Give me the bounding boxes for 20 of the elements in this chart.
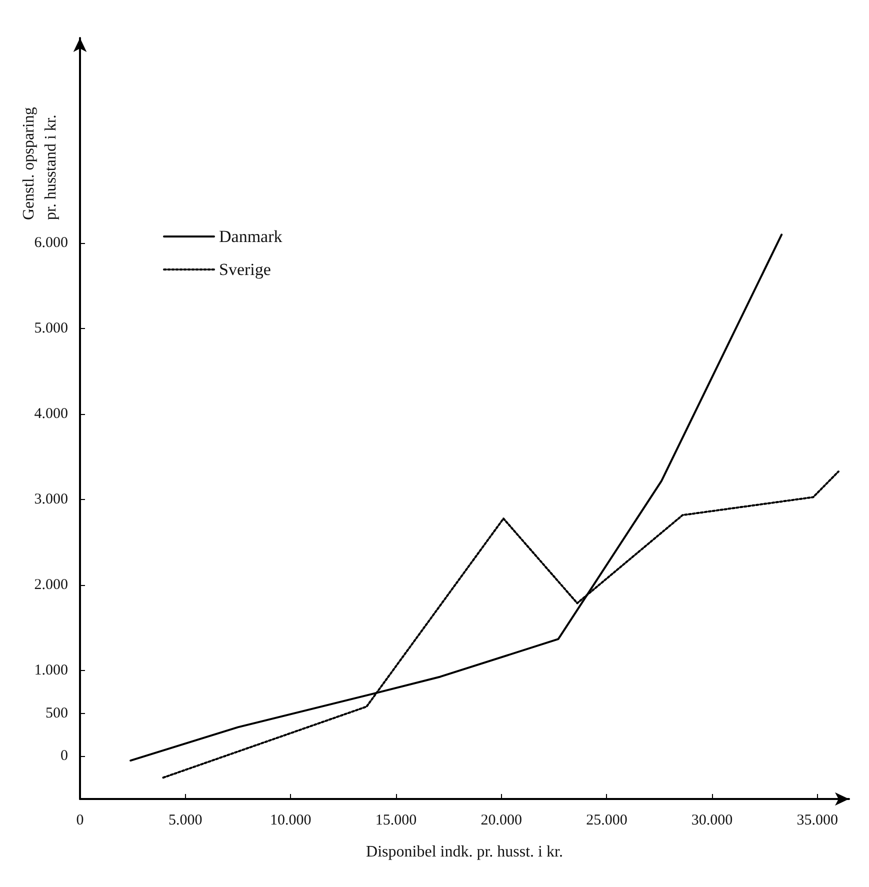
x-axis-title: Disponibel indk. pr. husst. i kr.	[366, 844, 563, 860]
y-axis-title: Genstl. opsparing pr. husstand i kr.	[20, 107, 60, 220]
x-tick-label: 35.000	[796, 812, 838, 828]
x-tick-label: 15.000	[375, 812, 417, 828]
y-tick-label: 2.000	[34, 577, 68, 594]
x-tick-label: 0	[76, 812, 84, 828]
x-tick-label: 10.000	[270, 812, 312, 828]
y-tick-label: 3.000	[34, 492, 68, 508]
x-tick-label: 25.000	[586, 812, 628, 828]
y-tick-label: 1.000	[34, 662, 68, 679]
y-tick-label: 4.000	[34, 406, 68, 422]
y-tick-label: 0	[60, 748, 68, 764]
y-tick-label: 500	[46, 705, 68, 722]
y-tick-label: 6.000	[34, 235, 68, 252]
x-tick-label: 5.000	[168, 812, 202, 828]
legend-label: Sverige	[219, 260, 271, 279]
y-tick-label: 5.000	[34, 320, 68, 337]
x-tick-label: 20.000	[480, 812, 522, 828]
legend-label: Danmark	[219, 227, 283, 246]
x-tick-label: 30.000	[691, 812, 733, 828]
